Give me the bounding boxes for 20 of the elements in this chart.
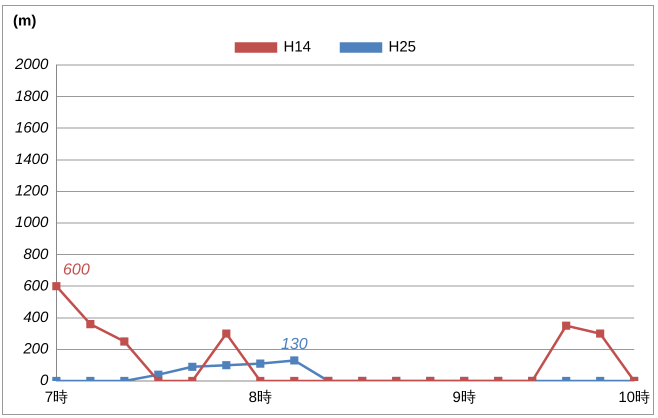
x-tick-label: 9時 [452, 389, 476, 406]
y-tick-label: 600 [23, 277, 50, 294]
data-label: 600 [63, 262, 90, 279]
legend-label: H25 [388, 38, 416, 56]
y-tick-label: 1200 [14, 182, 50, 200]
y-tick-label: 1400 [14, 150, 50, 168]
y-tick-label: 200 [22, 340, 50, 358]
y-tick-label: 1600 [14, 119, 50, 136]
data-label: 130 [280, 336, 308, 353]
y-axis-title: (m) [13, 12, 36, 30]
y-tick-label: 2000 [14, 56, 50, 74]
y-tick-label: 0 [40, 372, 50, 390]
x-tick-label: 10時 [618, 389, 650, 406]
y-tick-label: 400 [23, 308, 50, 326]
y-tick-label: 1000 [14, 214, 50, 232]
y-tick-label: 800 [23, 246, 50, 263]
y-tick-label: 1800 [14, 88, 50, 105]
x-tick-label: 7時 [44, 389, 68, 406]
legend-label: H14 [283, 38, 312, 56]
x-tick-label: 8時 [248, 389, 272, 406]
